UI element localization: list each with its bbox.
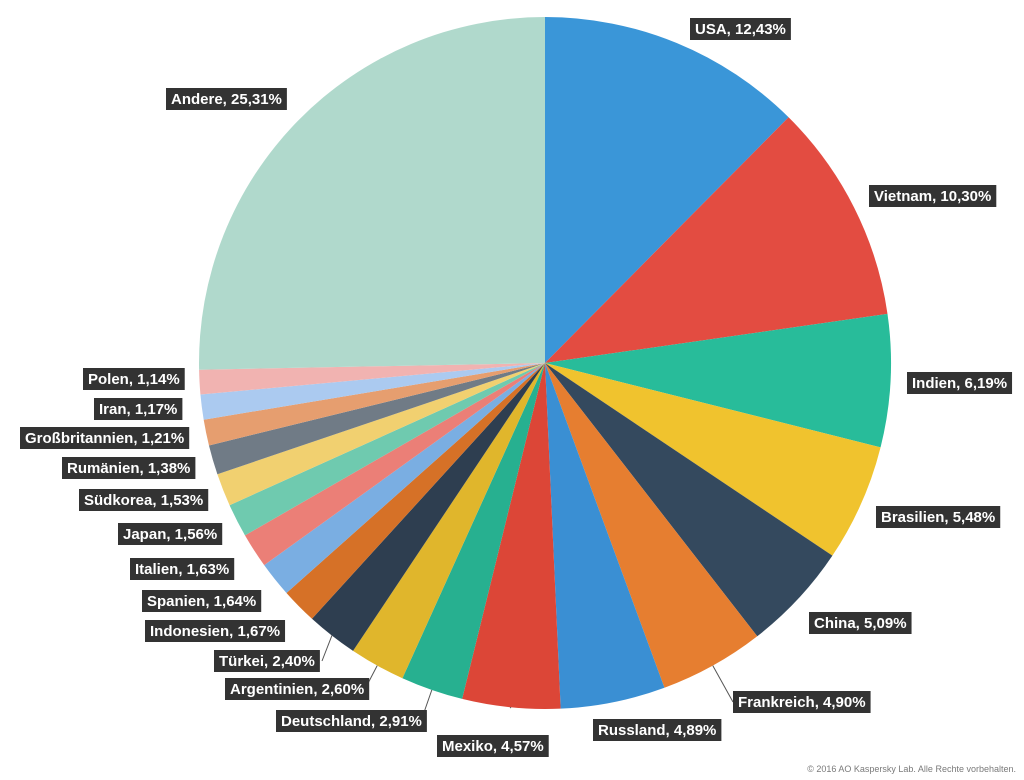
pie-slice-china <box>545 363 833 637</box>
slice-label-indonesien: Indonesien, 1,67% <box>145 620 286 642</box>
label-box <box>79 489 209 511</box>
slice-label-argentinien: Argentinien, 2,60% <box>225 665 378 700</box>
slice-label-usa: USA, 12,43% <box>690 18 791 40</box>
label-text: Türkei, 2,40% <box>219 653 315 670</box>
label-text: USA, 12,43% <box>695 21 786 38</box>
pie-slice-deutschland <box>402 363 545 699</box>
label-box <box>225 678 370 700</box>
pie-slice-brasilien <box>545 363 881 556</box>
pie-labels: USA, 12,43% Vietnam, 10,30% Indien, 6,19% B… <box>20 18 1013 757</box>
label-box <box>869 185 997 207</box>
label-box <box>437 735 549 757</box>
label-text: Frankreich, 4,90% <box>738 694 866 711</box>
slice-label-türkei: Türkei, 2,40% <box>214 635 333 672</box>
slice-label-china: China, 5,09% <box>809 612 912 634</box>
label-text: Mexiko, 4,57% <box>442 738 544 755</box>
leader-line <box>321 635 333 662</box>
slice-label-deutschland: Deutschland, 2,91% <box>276 689 433 732</box>
label-box <box>20 427 190 449</box>
pie-slice-großbritannien <box>203 363 545 446</box>
slice-label-brasilien: Brasilien, 5,48% <box>876 506 1001 528</box>
pie-slice-usa <box>545 17 789 363</box>
label-text: Polen, 1,14% <box>88 371 180 388</box>
pie-slice-polen <box>199 363 545 395</box>
label-box <box>809 612 912 634</box>
slice-label-polen: Polen, 1,14% <box>83 368 185 390</box>
label-text: Iran, 1,17% <box>99 401 177 418</box>
label-text: Vietnam, 10,30% <box>874 188 991 205</box>
label-text: Deutschland, 2,91% <box>281 713 422 730</box>
label-box <box>83 368 185 390</box>
label-box <box>276 710 427 732</box>
slice-label-andere: Andere, 25,31% <box>166 88 287 110</box>
label-box <box>62 457 196 479</box>
slice-label-japan: Japan, 1,56% <box>118 523 223 545</box>
label-text: Südkorea, 1,53% <box>84 492 203 509</box>
label-box <box>118 523 223 545</box>
slice-label-rumänien: Rumänien, 1,38% <box>62 457 196 479</box>
slice-label-spanien: Spanien, 1,64% <box>142 590 262 612</box>
label-text: Russland, 4,89% <box>598 722 716 739</box>
pie-slice-spanien <box>264 363 545 593</box>
pie-slice-italien <box>244 363 546 566</box>
label-box <box>876 506 1001 528</box>
slice-label-mexiko: Mexiko, 4,57% <box>437 706 549 757</box>
label-text: Brasilien, 5,48% <box>881 509 995 526</box>
label-box <box>145 620 286 642</box>
label-text: Andere, 25,31% <box>171 91 282 108</box>
slice-label-vietnam: Vietnam, 10,30% <box>869 185 997 207</box>
label-text: Italien, 1,63% <box>135 561 229 578</box>
label-box <box>690 18 791 40</box>
label-text: Spanien, 1,64% <box>147 593 256 610</box>
pie-slice-iran <box>200 363 545 420</box>
label-text: Indien, 6,19% <box>912 375 1007 392</box>
label-box <box>142 590 262 612</box>
pie-slice-türkei <box>311 363 545 651</box>
label-text: Indonesien, 1,67% <box>150 623 280 640</box>
label-box <box>94 398 183 420</box>
pie-slice-südkorea <box>217 363 545 506</box>
leader-line <box>712 665 734 703</box>
pie-slice-indien <box>545 313 892 448</box>
label-text: China, 5,09% <box>814 615 907 632</box>
slice-label-südkorea: Südkorea, 1,53% <box>79 489 209 511</box>
slice-label-indien: Indien, 6,19% <box>907 372 1013 394</box>
label-box <box>166 88 287 110</box>
label-text: Argentinien, 2,60% <box>230 681 364 698</box>
pie-slice-indonesien <box>286 363 545 619</box>
label-text: Großbritannien, 1,21% <box>25 430 184 447</box>
slice-label-iran: Iran, 1,17% <box>94 398 183 420</box>
slice-label-russland: Russland, 4,89% <box>593 719 722 741</box>
label-text: Rumänien, 1,38% <box>67 460 190 477</box>
label-box <box>733 691 871 713</box>
label-box <box>130 558 235 580</box>
pie-slice-argentinien <box>353 363 545 679</box>
pie-slice-frankreich <box>545 363 758 688</box>
label-text: Japan, 1,56% <box>123 526 217 543</box>
pie-slice-andere <box>199 17 545 370</box>
label-box <box>907 372 1013 394</box>
pie-slice-mexiko <box>462 363 561 710</box>
copyright-notice: © 2016 AO Kaspersky Lab. Alle Rechte vor… <box>807 764 1016 774</box>
leader-line <box>509 706 512 709</box>
pie-slice-vietnam <box>545 117 888 364</box>
label-box <box>214 650 320 672</box>
pie-slice-russland <box>545 363 665 709</box>
pie-slice-japan <box>229 363 545 536</box>
pie-slice-rumänien <box>208 363 545 475</box>
slice-label-italien: Italien, 1,63% <box>130 558 235 580</box>
pie-slices <box>199 17 892 710</box>
label-box <box>593 719 722 741</box>
slice-label-großbritannien: Großbritannien, 1,21% <box>20 427 190 449</box>
slice-label-frankreich: Frankreich, 4,90% <box>712 665 871 713</box>
